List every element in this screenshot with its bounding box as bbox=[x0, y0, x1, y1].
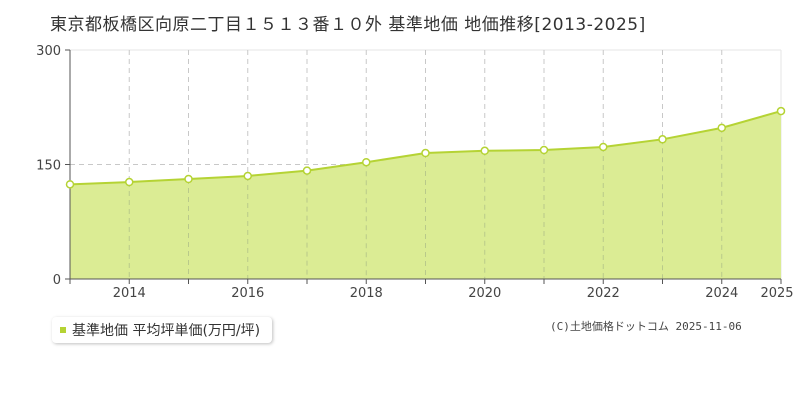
y-tick-label: 300 bbox=[36, 44, 61, 59]
data-point bbox=[717, 123, 726, 133]
x-tick-label: 2020 bbox=[468, 286, 501, 301]
data-point bbox=[480, 146, 489, 156]
data-point bbox=[539, 145, 549, 155]
x-tick-label: 2016 bbox=[231, 286, 264, 301]
x-tick-label: 2022 bbox=[587, 286, 620, 301]
x-tick-label: 2014 bbox=[113, 286, 146, 301]
y-tick-label: 0 bbox=[53, 273, 61, 288]
data-point bbox=[184, 174, 193, 184]
legend-label: 基準地価 平均坪単価(万円/坪) bbox=[72, 323, 261, 339]
data-points bbox=[65, 106, 786, 189]
data-point bbox=[125, 177, 134, 187]
data-point bbox=[421, 148, 430, 158]
data-point bbox=[65, 180, 75, 189]
axes bbox=[65, 49, 782, 284]
y-tick-label: 150 bbox=[36, 159, 61, 174]
data-point bbox=[599, 142, 608, 152]
data-point bbox=[658, 135, 667, 144]
x-tick-label: 2024 bbox=[705, 286, 738, 301]
x-tick-label: 2025 bbox=[760, 286, 793, 301]
chart-title: 東京都板橋区向原二丁目１５１３番１０外 基準地価 地価推移[2013-2025] bbox=[50, 15, 646, 35]
legend-swatch-icon bbox=[60, 327, 66, 333]
data-point bbox=[362, 157, 371, 167]
legend: 基準地価 平均坪単価(万円/坪) bbox=[52, 317, 273, 343]
data-point bbox=[302, 166, 312, 175]
data-point bbox=[776, 106, 786, 116]
axis-labels: 0 150 300 2014 2016 2018 2020 2022 2024 2025 bbox=[36, 44, 793, 301]
copyright-credit: (C)土地価格ドットコム 2025-11-06 bbox=[550, 320, 742, 333]
data-point bbox=[243, 171, 252, 181]
x-tick-label: 2018 bbox=[350, 286, 383, 301]
